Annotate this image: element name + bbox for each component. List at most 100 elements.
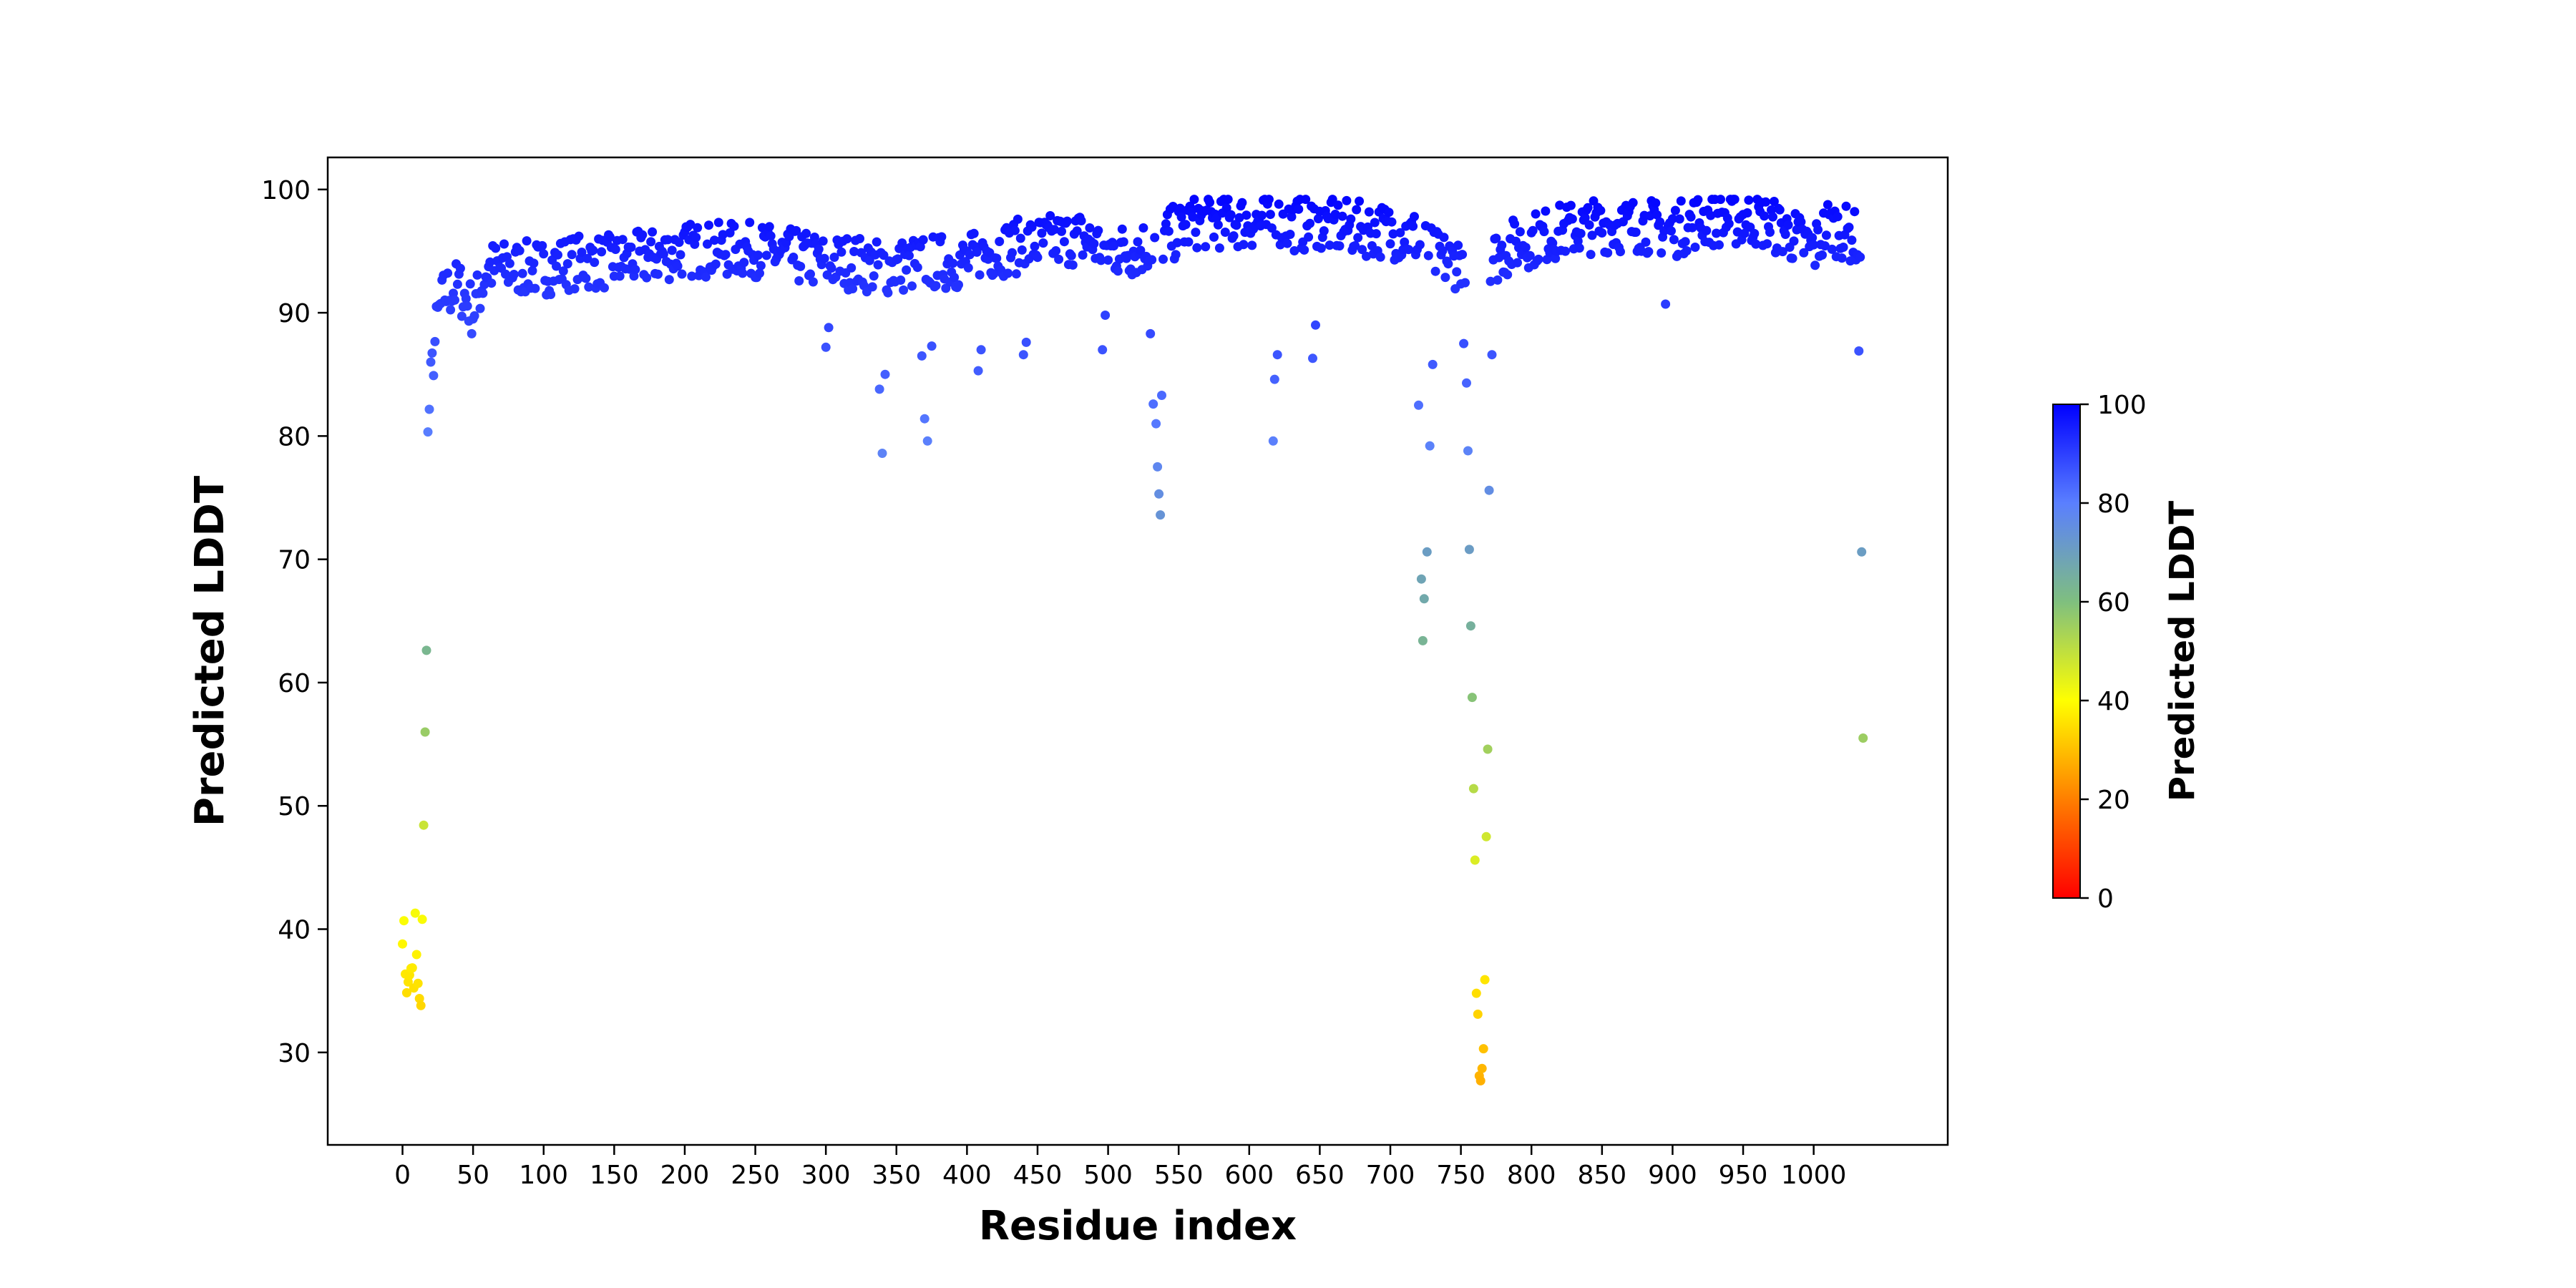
colorbar-tick-label: 20 [2097,786,2130,815]
x-tick-label: 1000 [1781,1161,1847,1190]
residue-point [1674,214,1684,224]
residue-point [761,250,771,260]
residue-point [849,247,859,256]
residue-point [869,271,879,281]
residue-point [872,237,882,247]
residue-point [1468,784,1478,794]
residue-point [1150,233,1160,243]
residue-point [1670,205,1680,215]
residue-point [1118,237,1128,247]
residue-point [1641,237,1651,247]
residue-point [972,247,982,257]
residue-point [1762,239,1772,249]
residue-point [1234,213,1244,223]
residue-point [663,235,673,245]
residue-point [1732,227,1742,237]
residue-point [1485,276,1496,286]
residue-point [1096,255,1106,265]
residue-point [1533,254,1543,264]
residue-point [1311,320,1320,330]
residue-point [1400,237,1410,247]
residue-point [745,218,755,228]
residue-point [1350,241,1360,250]
residue-point [973,366,983,376]
residue-point [1237,197,1247,208]
y-tick-label: 80 [278,422,311,452]
residue-point [1319,226,1329,236]
residue-point [1408,221,1418,231]
residue-point [1470,855,1480,865]
residue-point [701,272,711,282]
residue-point [452,279,462,289]
residue-point [1021,337,1031,347]
residue-point [467,328,477,338]
residue-point [1430,266,1440,276]
residue-point [1103,255,1113,265]
residue-point [399,916,409,926]
residue-point [896,275,906,285]
residue-point [729,221,739,231]
residue-point [1117,224,1127,234]
x-tick-label: 850 [1577,1161,1626,1190]
residue-point [1038,238,1048,248]
x-tick-label: 750 [1436,1161,1485,1190]
residue-point [1353,233,1363,243]
residue-point [1644,247,1654,257]
x-tick-label: 0 [394,1161,411,1190]
residue-point [879,250,889,260]
x-tick-label: 500 [1083,1161,1133,1190]
residue-point [1109,241,1118,251]
scatter-points [398,195,1868,1085]
residue-point [1651,198,1661,208]
residue-point [424,404,434,414]
residue-point [1269,374,1279,384]
residue-point [1157,391,1166,400]
residue-point [1438,245,1448,255]
residue-point [1333,200,1343,210]
residue-point [819,253,829,263]
residue-point [1603,248,1613,258]
residue-point [1384,208,1394,218]
colorbar-tick-label: 60 [2097,588,2130,618]
residue-point [1176,212,1186,222]
residue-point [931,280,941,291]
residue-point [417,914,427,924]
residue-point [398,939,407,949]
residue-point [401,987,411,997]
residue-point [1076,216,1086,225]
residue-point [917,351,927,361]
residue-point [801,228,811,238]
colorbar-tick-label: 100 [2097,391,2147,420]
x-tick-label: 900 [1648,1161,1697,1190]
residue-point [1059,237,1069,247]
residue-point [1464,545,1474,555]
residue-point [413,978,423,988]
residue-point [1037,228,1047,238]
residue-point [469,311,479,321]
x-tick-label: 150 [590,1161,639,1190]
residue-point [642,273,652,283]
residue-point [1172,238,1182,248]
residue-point [687,271,697,281]
residue-point [927,341,937,351]
residue-point [1561,246,1571,256]
residue-point [1439,233,1449,243]
residue-point [1761,197,1771,207]
residue-point [1443,259,1453,269]
residue-point [1265,210,1275,220]
x-tick-label: 50 [457,1161,489,1190]
residue-point [1796,217,1806,227]
residue-point [1551,253,1561,263]
residue-point [1213,220,1223,230]
residue-point [1388,229,1398,239]
residue-point [1153,462,1163,472]
residue-point [517,268,527,278]
residue-point [1033,253,1043,263]
residue-point [969,228,979,238]
residue-point [1066,250,1076,260]
residue-point [420,727,430,737]
residue-point [1513,258,1522,268]
residue-point [1777,247,1787,257]
residue-point [1799,248,1809,258]
